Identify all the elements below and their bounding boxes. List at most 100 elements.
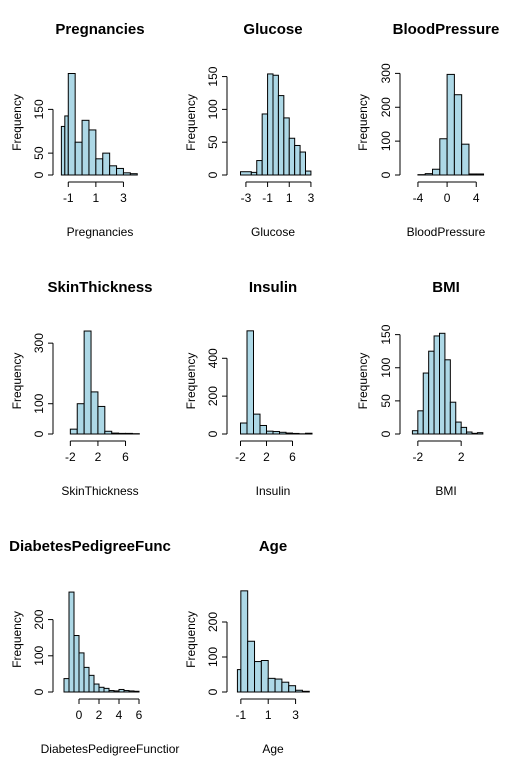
histogram-bar <box>113 690 120 693</box>
histogram-bloodpressure: BloodPressure -4 0 4 BloodPressure 0 100 200 300… <box>356 21 500 239</box>
histogram-bar <box>453 94 463 176</box>
histogram-bar <box>122 172 131 176</box>
histogram-bar <box>64 115 69 176</box>
chart-title: Pregnancies <box>55 21 144 38</box>
y-axis-label: Frequency <box>10 94 24 151</box>
histogram-bar <box>439 332 446 435</box>
histogram-bar <box>305 170 312 176</box>
chart-title: Insulin <box>249 279 297 296</box>
x-axis-label: Glucose <box>251 225 295 239</box>
histogram-bar <box>103 687 110 693</box>
histogram-bar <box>253 413 261 435</box>
histogram-bar <box>432 168 441 176</box>
x-tick-label: 2 <box>458 450 465 464</box>
histogram-bar <box>74 141 83 176</box>
histogram-bar <box>78 652 85 693</box>
histogram-bar <box>305 432 313 435</box>
chart-title: SkinThickness <box>47 279 152 296</box>
histogram-bar <box>256 160 263 176</box>
y-tick-label: 50 <box>379 394 393 408</box>
histogram-bar <box>272 74 279 176</box>
y-tick-label: 0 <box>379 430 393 437</box>
x-tick-label: -2 <box>412 450 423 464</box>
histogram-bar <box>281 681 290 693</box>
x-tick-label: 6 <box>122 450 129 464</box>
histogram-bmi: BMI -2 2 BMI 0 50 100 150 Frequency <box>356 279 484 498</box>
histogram-bar <box>292 432 300 435</box>
x-tick-label: -2 <box>65 450 76 464</box>
histogram-bar <box>102 152 111 176</box>
histogram-bar <box>283 117 290 176</box>
histogram-bar <box>81 119 90 176</box>
histogram-bar <box>449 401 457 435</box>
histogram-bar <box>294 144 301 176</box>
histogram-bar <box>95 158 104 176</box>
x-tick-label: -1 <box>63 191 74 205</box>
x-tick-label: -1 <box>236 708 247 722</box>
chart-title: Glucose <box>243 21 302 38</box>
x-tick-label: -4 <box>413 191 424 205</box>
histogram-bar <box>277 95 285 176</box>
histogram-bar <box>116 167 124 176</box>
histogram-bar <box>108 690 115 693</box>
histogram-bar <box>468 173 477 176</box>
y-axis-label: Frequency <box>184 611 198 668</box>
y-axis-label: Frequency <box>356 353 370 410</box>
y-tick-label: 200 <box>206 612 220 632</box>
y-axis-label: Frequency <box>10 353 24 410</box>
histogram-bar <box>259 424 267 435</box>
x-axis-label: BMI <box>435 484 456 498</box>
histogram-bar <box>123 690 130 693</box>
histogram-bar <box>111 432 120 435</box>
y-tick-label: 100 <box>32 645 46 665</box>
y-tick-label: 100 <box>206 647 220 667</box>
y-tick-label: 50 <box>206 135 220 149</box>
histogram-bar <box>272 431 280 435</box>
histogram-bar <box>250 171 258 176</box>
histogram-bar <box>267 73 274 176</box>
y-tick-label: 100 <box>206 99 220 119</box>
histogram-bar <box>129 173 138 176</box>
histogram-bar <box>411 430 419 435</box>
histogram-bar <box>424 173 434 176</box>
x-tick-label: 0 <box>76 708 83 722</box>
y-tick-label: 400 <box>206 348 220 368</box>
histogram-insulin: Insulin -2 2 6 Insulin 0 200 400 Frequency <box>184 279 313 498</box>
x-tick-label: 2 <box>95 450 102 464</box>
y-tick-label: 0 <box>379 171 393 178</box>
y-tick-label: 200 <box>32 609 46 629</box>
histogram-bar <box>118 688 125 693</box>
histogram-bar <box>109 165 118 176</box>
histogram-bar <box>460 426 468 435</box>
histogram-bar <box>247 640 256 693</box>
histogram-bar <box>279 431 287 435</box>
histogram-bar <box>60 125 66 176</box>
histogram-bar <box>417 410 424 435</box>
x-tick-label: 4 <box>116 708 123 722</box>
histogram-bar <box>476 432 484 435</box>
x-tick-label: -3 <box>241 191 252 205</box>
x-tick-label: 6 <box>289 450 296 464</box>
histogram-bar <box>236 669 242 693</box>
histogram-bar <box>475 173 485 176</box>
histogram-bar <box>466 431 473 435</box>
histogram-bar <box>446 73 455 176</box>
histogram-bar <box>133 690 140 693</box>
x-tick-label: 3 <box>308 191 315 205</box>
y-tick-label: 0 <box>206 430 220 437</box>
histogram-bar <box>471 432 478 435</box>
histogram-bar <box>83 666 90 693</box>
histogram-bar <box>299 151 307 176</box>
chart-title: Age <box>259 538 287 555</box>
x-tick-label: 3 <box>292 708 299 722</box>
y-axis-label: Frequency <box>184 94 198 151</box>
y-tick-label: 100 <box>379 357 393 377</box>
histogram-bar <box>98 686 105 693</box>
histogram-bar <box>128 690 135 693</box>
y-tick-label: 100 <box>379 131 393 151</box>
chart-title: BloodPressure <box>393 21 500 38</box>
x-tick-label: 3 <box>120 191 127 205</box>
x-tick-label: -2 <box>235 450 246 464</box>
x-tick-label: 2 <box>263 450 270 464</box>
